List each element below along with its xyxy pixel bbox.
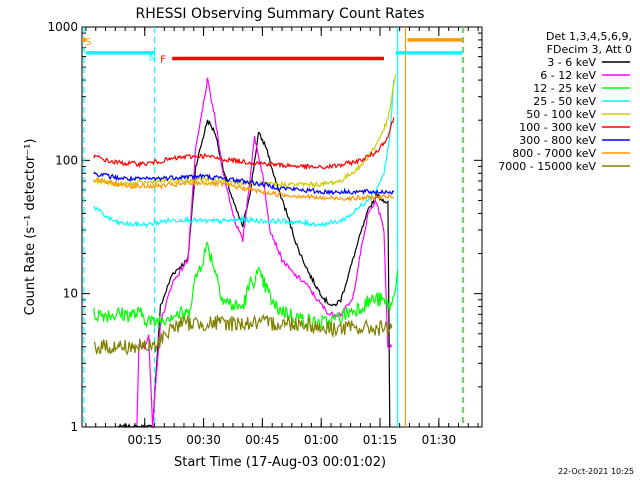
legend-label: 50 - 100 keV	[526, 108, 596, 121]
plot-area	[81, 26, 483, 428]
x-tick-label: 01:00	[304, 433, 339, 447]
footer-timestamp: 22-Oct-2021 10:25	[558, 467, 634, 476]
legend-label: 3 - 6 keV	[547, 56, 596, 69]
x-tick-label: 01:15	[363, 433, 398, 447]
series-line-7	[93, 171, 395, 196]
series-line-2	[136, 77, 393, 427]
plot-frame	[81, 26, 483, 428]
series-line-4	[93, 80, 395, 229]
legend-label: 100 - 300 keV	[519, 121, 596, 134]
series-line-5	[93, 74, 397, 189]
x-tick-label: 00:30	[186, 433, 221, 447]
legend-label: 25 - 50 keV	[533, 95, 596, 108]
legend-label: 800 - 7000 keV	[512, 147, 596, 160]
legend: Det 1,3,4,5,6,9,FDecim 3, Att 03 - 6 keV…	[498, 30, 632, 173]
x-tick-label: 01:30	[422, 433, 457, 447]
y-tick-label: 10	[63, 287, 78, 301]
flag-label: S	[85, 37, 91, 48]
series-line-6	[93, 117, 395, 171]
y-tick-label: 1	[70, 420, 78, 434]
x-axis-label: Start Time (17-Aug-03 00:01:02)	[174, 455, 386, 470]
vertical-markers	[83, 27, 465, 427]
series-group	[93, 74, 399, 429]
flag-label: F	[160, 55, 166, 66]
series-line-3	[93, 241, 399, 331]
legend-header: FDecim 3, Att 0	[547, 43, 632, 56]
legend-label: 300 - 800 keV	[519, 134, 596, 147]
flag-label: N	[149, 53, 156, 64]
x-tick-label: 00:15	[127, 433, 162, 447]
legend-header: Det 1,3,4,5,6,9,	[546, 30, 632, 43]
legend-label: 12 - 25 keV	[533, 82, 596, 95]
series-line-8	[93, 176, 395, 203]
x-tick-label: 00:45	[245, 433, 280, 447]
y-tick-label: 100	[55, 153, 78, 167]
chart-title: RHESSI Observing Summary Count Rates	[136, 6, 425, 22]
series-line-1	[117, 119, 391, 429]
y-tick-label: 1000	[47, 20, 78, 34]
series-line-9	[93, 314, 393, 356]
legend-label: 6 - 12 keV	[540, 69, 596, 82]
legend-label: 7000 - 15000 keV	[498, 160, 596, 173]
y-axis-label: Count Rate (s⁻¹ detector⁻¹)	[23, 139, 38, 316]
axes: 1 10 100 1000 00:15 00:30 00:45 01:00 01:15 01:30	[47, 20, 482, 447]
flag-bars: S N F	[82, 37, 463, 66]
